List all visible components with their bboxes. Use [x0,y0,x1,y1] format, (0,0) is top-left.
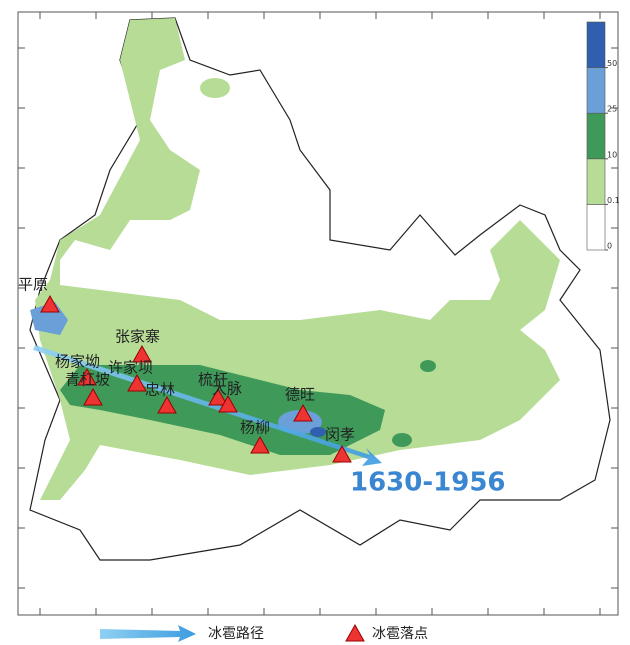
colorbar-segment [586,158,606,205]
hail-point [332,444,352,463]
colorbar-segment [586,204,606,251]
hail-point [157,395,177,414]
dark-blue-zone [310,427,326,437]
place-label: 杨家坳 [55,353,100,371]
hail-point [132,344,152,363]
light-green-zone [200,78,230,98]
green-zone [392,433,412,447]
place-label: 德旺 [285,386,315,404]
legend-point-label: 冰雹落点 [372,626,428,642]
hail-point [218,394,238,413]
legend-path-label: 冰雹路径 [208,626,264,642]
hail-point [293,403,313,422]
hail-point [40,294,60,313]
colorbar-label: 50 [607,59,617,68]
place-label: 忠林 [145,381,175,399]
green-zone [420,360,436,372]
place-label: 青杠坡 [65,371,110,389]
place-label: 梳杆 [198,371,228,389]
colorbar: 0 0.1 10 25 50 [586,21,620,251]
hail-point [127,373,147,392]
colorbar-segment [586,21,606,68]
hail-point [250,435,270,454]
hail-point [208,387,228,406]
period-label: 1630-1956 [350,468,506,498]
colorbar-label: 25 [607,105,617,114]
colorbar-segment [586,67,606,114]
frame-ticks [18,12,618,615]
place-label: 张家寨 [115,328,160,346]
legend-triangle [345,623,365,642]
place-label: 杨柳 [240,419,270,437]
colorbar-label: 0.1 [607,196,620,205]
place-label: 许家坝 [108,359,153,377]
colorbar-label: 10 [607,150,617,159]
blue-zone [278,410,322,434]
colorbar-segment [586,112,606,160]
place-label: 闵孝 [325,426,355,444]
region-outline [29,17,611,561]
hail-point [77,367,97,386]
colorbar-label: 0 [607,242,612,251]
hail-point [83,387,103,406]
legend-arrow [100,625,196,642]
place-label: 平原 [18,276,48,294]
place-label: 大脉 [212,380,242,398]
hail-path-arrow [33,345,382,466]
